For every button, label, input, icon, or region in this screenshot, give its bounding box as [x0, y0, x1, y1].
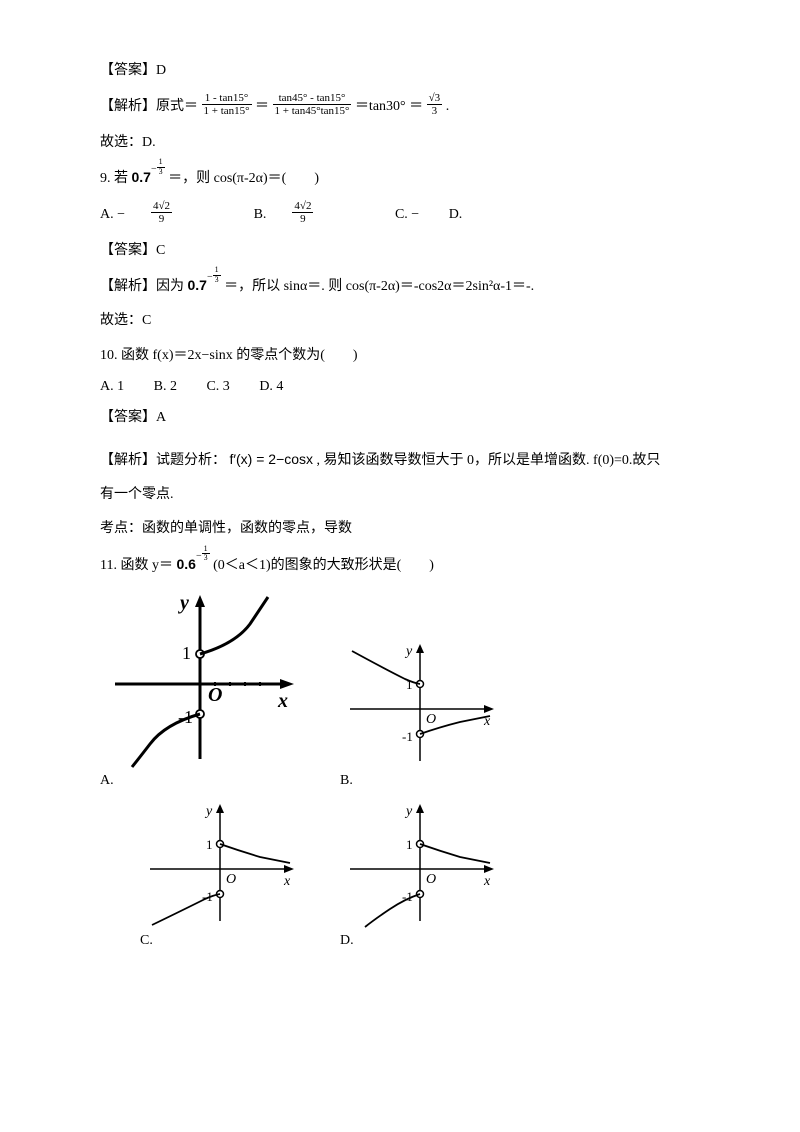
q10-expl-b: , 易知该函数导数恒大于 0，所以是单增函数. f(0)=0.故只 — [317, 453, 661, 468]
q11-exp-den: 3 — [202, 554, 210, 563]
page: 【答案】D 【解析】原式＝ 1 - tan15° 1 + tan15° ＝ ta… — [0, 0, 800, 1132]
q10-answer: 【答案】A — [100, 407, 720, 429]
q9-optD: D. — [449, 207, 463, 223]
q10-optD: D. 4 — [259, 379, 283, 395]
q9-expl-a: 【解析】因为 — [100, 279, 184, 294]
svg-text:1: 1 — [206, 837, 213, 852]
svg-text:x: x — [283, 874, 291, 889]
q10-stem: 10. 函数 f(x)＝2x−sinx 的零点个数为( ) — [100, 345, 720, 367]
q9-explanation: 【解析】因为 0.7−13 ＝，所以 sinα＝. 则 cos(π-2α)＝-c… — [100, 274, 720, 298]
q9-expl-exp-den: 3 — [213, 276, 221, 285]
q9-answer: 【答案】C — [100, 240, 720, 262]
q9-optA-prefix: A. − — [100, 207, 125, 223]
q10-deriv: f′(x) = 2−cosx — [230, 451, 314, 467]
q9-optB: B. 4√29 — [254, 202, 366, 227]
q10-optC: C. 3 — [206, 379, 229, 395]
svg-text:x: x — [483, 874, 491, 889]
q11-row-cd: O x y 1 -1 C. O x y — [140, 799, 720, 949]
q9-exp-den: 3 — [157, 168, 165, 177]
q8-frac1-den: 1 + tan15° — [202, 105, 252, 117]
q8-frac2-den: 1 + tan45°tan15° — [273, 105, 352, 117]
q10-expl-a: 【解析】试题分析： — [100, 453, 226, 468]
q10-optA: A. 1 — [100, 379, 124, 395]
q11-row-ab: O x y 1 -1 A. — [100, 589, 720, 789]
q11-base: 0.6 — [176, 556, 195, 572]
q9-options: A. −4√29 B. 4√29 C. − D. — [100, 202, 720, 227]
q9-optA-num: 4√2 — [151, 200, 172, 213]
q11-stem-a: 11. 函数 y＝ — [100, 558, 173, 573]
q11-label-c: C. — [140, 933, 300, 949]
q11-graph-c-wrap: O x y 1 -1 C. — [140, 799, 300, 949]
q11-graph-b: O x y 1 -1 — [340, 639, 500, 769]
svg-text:y: y — [404, 644, 413, 659]
q11-graph-d-wrap: O x y 1 -1 D. — [340, 799, 500, 949]
q8-eq1: ＝ — [255, 99, 269, 114]
q9-stem: 9. 若 0.7−13 ＝，则 cos(π-2α)＝( ) — [100, 166, 720, 190]
q8-frac1-num: 1 - tan15° — [202, 92, 252, 105]
q9-optB-den: 9 — [292, 213, 313, 225]
q9-exp: −13 — [151, 160, 165, 179]
q11-label-b: B. — [340, 773, 500, 789]
q9-optA: A. − 4√29 — [100, 202, 224, 227]
svg-text:y: y — [404, 804, 413, 819]
svg-text:1: 1 — [182, 643, 191, 663]
svg-text:y: y — [204, 804, 213, 819]
q11-graph-d: O x y 1 -1 — [340, 799, 500, 929]
q10-options: A. 1 B. 2 C. 3 D. 4 — [100, 379, 720, 395]
svg-text:x: x — [277, 690, 288, 712]
svg-text:1: 1 — [406, 837, 413, 852]
q8-frac2: tan45° - tan15° 1 + tan45°tan15° — [273, 92, 352, 117]
q10-explanation-2: 有一个零点. — [100, 484, 720, 506]
q9-optC: C. − — [395, 207, 419, 223]
q9-stem-a: 9. 若 — [100, 171, 128, 186]
q8-answer: 【答案】D — [100, 60, 720, 82]
svg-text:O: O — [208, 684, 222, 706]
svg-text:O: O — [226, 872, 236, 887]
q10-kp: 考点：函数的单调性，函数的零点，导数 — [100, 518, 720, 540]
q11-stem: 11. 函数 y＝ 0.6−13 (0＜a＜1)的图象的大致形状是( ) — [100, 553, 720, 577]
q9-expl-exp: −13 — [207, 268, 221, 287]
q9-base: 0.7 — [132, 169, 151, 185]
svg-text:y: y — [178, 592, 189, 614]
q9-expl-b: ＝，所以 sinα＝. 则 cos(π-2α)＝-cos2α＝2sin²α-1＝… — [224, 279, 534, 294]
q8-frac3-num: √3 — [427, 92, 443, 105]
q9-optB-prefix: B. — [254, 207, 267, 223]
q11-graph-a: O x y 1 -1 — [100, 589, 300, 769]
q8-tail: . — [446, 99, 450, 114]
q8-final: 故选：D. — [100, 132, 720, 154]
q9-final: 故选：C — [100, 310, 720, 332]
q9-stem-b: ＝，则 cos(π-2α)＝( ) — [168, 171, 319, 186]
q11-exp: −13 — [196, 547, 210, 566]
q11-label-d: D. — [340, 933, 500, 949]
q9-expl-base: 0.7 — [188, 277, 207, 293]
q8-explanation: 【解析】原式＝ 1 - tan15° 1 + tan15° ＝ tan45° -… — [100, 94, 720, 119]
q10-optB: B. 2 — [154, 379, 177, 395]
q11-graph-c: O x y 1 -1 — [140, 799, 300, 929]
q11-graph-a-wrap: O x y 1 -1 A. — [100, 589, 300, 789]
q8-eq2: ＝tan30° ＝ — [355, 99, 423, 114]
svg-text:O: O — [426, 872, 436, 887]
q8-frac3: √3 3 — [427, 92, 443, 117]
svg-text:O: O — [426, 712, 436, 727]
q9-optB-num: 4√2 — [292, 200, 313, 213]
q8-expl-prefix: 【解析】原式＝ — [100, 99, 198, 114]
q10-explanation-1: 【解析】试题分析： f′(x) = 2−cosx , 易知该函数导数恒大于 0，… — [100, 448, 720, 472]
q11-label-a: A. — [100, 773, 300, 789]
q11-graph-b-wrap: O x y 1 -1 B. — [340, 639, 500, 789]
svg-text:-1: -1 — [402, 729, 413, 744]
q8-frac2-num: tan45° - tan15° — [273, 92, 352, 105]
q8-frac3-den: 3 — [427, 105, 443, 117]
q11-stem-b: (0＜a＜1)的图象的大致形状是( ) — [213, 558, 434, 573]
q8-frac1: 1 - tan15° 1 + tan15° — [202, 92, 252, 117]
q9-optA-den: 9 — [151, 213, 172, 225]
